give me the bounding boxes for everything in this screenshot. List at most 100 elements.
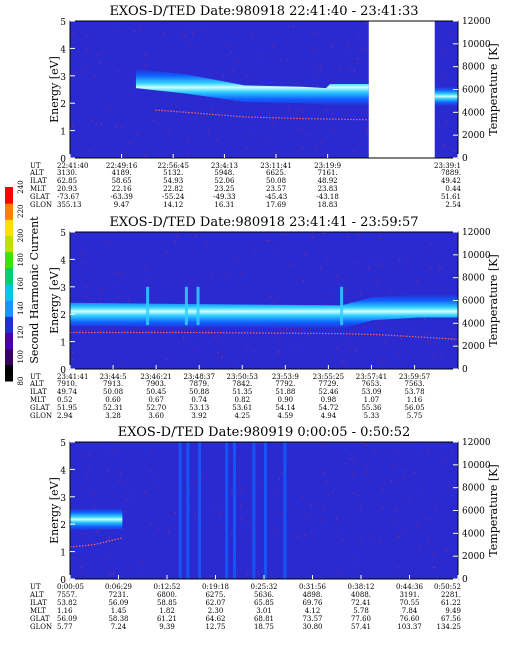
orbit-cell: 4088. [351,591,371,599]
noise-speck [296,535,299,538]
noise-speck [243,116,245,118]
noise-speck [356,58,359,60]
noise-speck [381,508,384,510]
noise-speck [429,267,432,269]
noise-speck [450,451,452,453]
noise-speck [112,572,115,574]
noise-speck [401,338,403,340]
orbit-cell: 49.42 [441,177,461,185]
orbit-cell: 23:59:57 [399,373,430,381]
noise-speck [265,140,268,142]
orbit-cell: 7913. [103,380,123,388]
orbit-row-label: GLAT [30,193,50,201]
noise-speck [189,44,191,46]
noise-speck [331,112,334,115]
noise-speck [350,301,352,304]
orbit-cell: 4.94 [321,412,337,420]
noise-speck [143,572,145,574]
orbit-cell: 23:11:41 [260,162,291,170]
orbit-cell: 4.59 [278,412,294,420]
noise-speck [279,58,281,61]
noise-speck [126,498,128,501]
noise-speck [344,291,346,293]
orbit-cell: 52.06 [214,177,235,185]
colorbar-tick-label: 120 [17,326,25,339]
y2-tick-label: 10000 [462,251,491,261]
colorbar-tick-label: 100 [17,350,25,363]
noise-speck [215,336,217,338]
noise-speck [187,153,190,155]
noise-speck [300,128,302,130]
noise-speck [85,63,87,65]
noise-speck [447,484,449,486]
noise-speck [192,33,194,35]
orbit-cell: 3.28 [105,412,121,420]
orbit-cell: 70.55 [399,599,419,607]
orbit-cell: 0:25:32 [251,583,278,591]
noise-speck [276,529,278,531]
y-tick-label: 4 [60,256,66,266]
orbit-row-label: GLAT [30,615,50,623]
orbit-row-label: GLON [30,623,52,631]
noise-speck [70,357,72,359]
noise-speck [337,275,339,277]
noise-speck [356,350,358,352]
orbit-cell: 62.85 [57,177,77,185]
noise-speck [444,549,446,552]
noise-speck [333,127,335,130]
noise-speck [302,111,305,113]
noise-speck [225,276,227,278]
orbit-cell: 9.49 [445,607,461,615]
orbit-cell: 3191. [399,591,419,599]
y2-tick-label: 6000 [462,297,485,307]
noise-speck [421,447,423,449]
orbit-cell: 14.12 [163,201,183,209]
noise-speck [446,121,448,123]
noise-speck [438,268,441,270]
noise-speck [234,260,236,262]
orbit-cell: 76.60 [399,615,419,623]
orbit-row-label: UT [30,373,41,381]
noise-speck [95,123,97,126]
orbit-cell: 5.77 [57,623,73,631]
y2-tick-label: 0 [462,365,468,375]
y2-tick-label: 8000 [462,484,485,494]
noise-speck [340,533,342,535]
orbit-cell: 7879. [189,380,209,388]
y2-axis-label: Temperature [K] [487,464,500,556]
orbit-cell: 9.39 [159,623,175,631]
spectrogram-stripe [186,442,190,579]
orbit-cell: 17.69 [266,201,286,209]
orbit-cell: 5.78 [353,607,369,615]
noise-speck [240,517,243,520]
y-tick-label: 4 [60,466,66,476]
noise-speck [435,505,437,508]
noise-speck [352,458,354,460]
orbit-cell: 67.56 [441,615,462,623]
noise-speck [195,480,197,483]
band-spike [196,286,200,326]
noise-speck [443,144,445,146]
noise-speck [393,465,395,467]
noise-speck [229,455,232,457]
noise-speck [428,334,430,336]
orbit-cell: 56.05 [405,404,425,412]
orbit-cell: 48.92 [318,177,338,185]
y2-tick-label: 4000 [462,529,485,539]
noise-speck [326,480,328,483]
noise-speck [404,259,407,261]
noise-speck [311,531,313,534]
noise-speck [367,267,370,269]
noise-speck [364,326,366,328]
y2-tick-label: 12000 [462,17,491,27]
noise-speck [72,33,74,35]
noise-speck [121,126,123,128]
orbit-cell: 23:48:37 [183,373,214,381]
noise-speck [310,504,312,506]
noise-speck [131,495,133,497]
noise-speck [231,494,233,496]
orbit-cell: 22:49:16 [106,162,138,170]
orbit-row-label: GLAT [30,404,50,412]
noise-speck [358,37,360,39]
noise-speck [86,34,88,36]
